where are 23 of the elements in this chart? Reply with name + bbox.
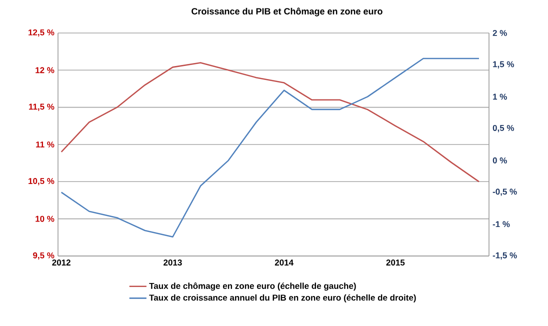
y-tick-label: 12,5 % xyxy=(28,29,54,37)
y2-tick-label: 1,5 % xyxy=(493,61,514,68)
y2-tick-label: 0,5 % xyxy=(492,124,514,132)
y-tick-label: 11,5 % xyxy=(29,104,54,111)
y-tick-label: 10 % xyxy=(36,216,54,222)
y-tick-label: 9,5 % xyxy=(33,252,54,260)
y-tick-label: 12 % xyxy=(36,67,54,74)
x-tick-label: 2012 xyxy=(52,260,70,266)
y2-tick-label: -1,5 % xyxy=(492,252,517,260)
y-tick-label: 11 % xyxy=(36,142,54,148)
y2-tick-label: 1 % xyxy=(493,94,507,100)
y-tick-label: 10,5 % xyxy=(28,178,54,186)
x-tick-label: 2013 xyxy=(164,260,182,266)
x-tick-label: 2015 xyxy=(386,260,405,266)
legend-label: Taux de croissance annuel du PIB en zone euro (échelle de droite) xyxy=(149,294,416,302)
y2-tick-label: 0 % xyxy=(492,157,507,164)
y2-tick-label: -0,5 % xyxy=(492,188,517,196)
x-tick-label: 2014 xyxy=(274,260,294,266)
chart-title: Croissance du PIB et Chômage en zone euro xyxy=(192,8,382,16)
y2-tick-label: -1 % xyxy=(492,221,510,228)
legend-label: Taux de chômage en zone euro (échelle de gauche) xyxy=(149,282,356,291)
line-series xyxy=(60,62,480,182)
y2-tick-label: 2 % xyxy=(492,30,507,36)
